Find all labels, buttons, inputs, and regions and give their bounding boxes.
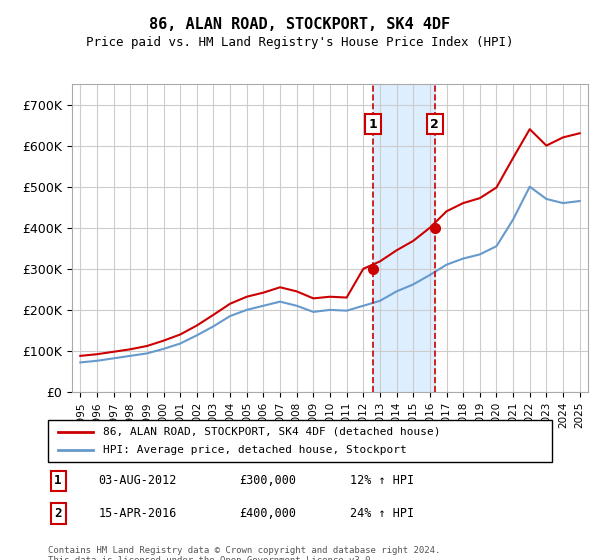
Text: 86, ALAN ROAD, STOCKPORT, SK4 4DF: 86, ALAN ROAD, STOCKPORT, SK4 4DF [149, 17, 451, 32]
Text: 03-AUG-2012: 03-AUG-2012 [98, 474, 177, 487]
Text: £300,000: £300,000 [239, 474, 296, 487]
Text: 1: 1 [55, 474, 62, 487]
Text: 1: 1 [368, 118, 377, 130]
Text: 12% ↑ HPI: 12% ↑ HPI [350, 474, 415, 487]
Text: 24% ↑ HPI: 24% ↑ HPI [350, 507, 415, 520]
Text: 2: 2 [55, 507, 62, 520]
Text: 2: 2 [430, 118, 439, 130]
Text: 86, ALAN ROAD, STOCKPORT, SK4 4DF (detached house): 86, ALAN ROAD, STOCKPORT, SK4 4DF (detac… [103, 427, 441, 437]
Text: Price paid vs. HM Land Registry's House Price Index (HPI): Price paid vs. HM Land Registry's House … [86, 36, 514, 49]
Text: Contains HM Land Registry data © Crown copyright and database right 2024.
This d: Contains HM Land Registry data © Crown c… [48, 546, 440, 560]
Text: HPI: Average price, detached house, Stockport: HPI: Average price, detached house, Stoc… [103, 445, 407, 455]
Text: 15-APR-2016: 15-APR-2016 [98, 507, 177, 520]
Bar [373, 84, 434, 392]
FancyBboxPatch shape [48, 420, 552, 462]
Text: £400,000: £400,000 [239, 507, 296, 520]
